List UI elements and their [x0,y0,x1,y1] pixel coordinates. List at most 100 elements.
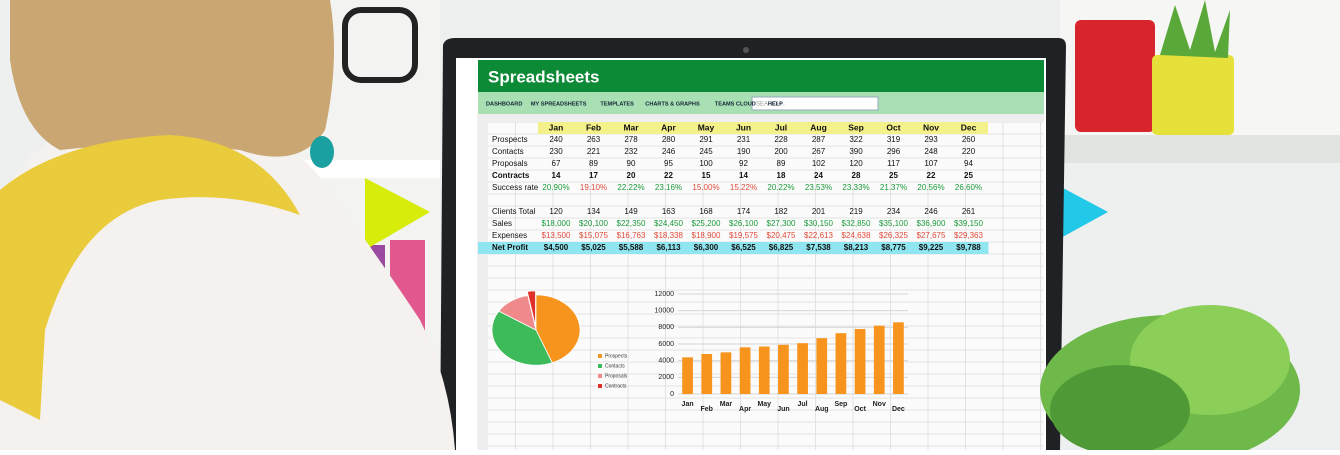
cell: 20.22% [767,183,794,192]
cell: 117 [887,159,900,168]
column-header: Mar [623,122,639,132]
cell: 246 [662,147,676,156]
cell: 15 [702,171,711,180]
cell: 120 [549,207,563,216]
person-scarf [0,135,300,420]
cell: 219 [849,207,863,216]
cell: $8,213 [844,243,869,252]
sheet [478,114,1044,450]
legend-label: Contacts [605,363,625,369]
nav-item[interactable]: CHARTS & GRAPHS [645,101,700,107]
cell: $6,525 [731,243,756,252]
cell: 22.22% [617,183,644,192]
cell: $5,025 [581,243,606,252]
bar [835,333,847,394]
cell: 232 [624,147,638,156]
row-number-bar [478,122,488,450]
legend-swatch [598,364,602,368]
cell: 245 [699,147,713,156]
cell: $8,775 [881,243,906,252]
cell: 67 [552,159,561,168]
cell: 280 [662,135,676,144]
nav-item[interactable]: DASHBOARD [486,101,522,107]
cell: $30,150 [804,219,833,228]
cell: 14 [552,171,561,180]
cell: $15,075 [579,231,608,240]
cell: $22,613 [804,231,833,240]
nav-item[interactable]: MY SPREADSHEETS [531,101,587,107]
cell: 263 [587,135,601,144]
cell: $7,538 [806,243,831,252]
pie-slice [491,310,553,366]
column-header-bar [478,114,1044,122]
cell: 26.60% [955,183,982,192]
cell: 19.10% [580,183,607,192]
cell: 248 [924,147,938,156]
cell: $5,588 [619,243,644,252]
column-header: Jul [775,122,787,132]
bar [854,329,866,394]
x-tick-label: Aug [815,406,829,413]
x-tick-label: Jul [798,401,808,408]
cell: 220 [962,147,976,156]
bar [758,346,770,394]
legend-label: Contracts [605,383,627,389]
bar [701,354,713,394]
cell: $18,000 [542,219,571,228]
glasses [342,7,418,83]
cell: $32,850 [842,219,871,228]
nav-item[interactable]: HELP [768,101,783,107]
cell: $18,338 [654,231,683,240]
cell: 260 [962,135,976,144]
cell: 200 [774,147,788,156]
cell: 120 [849,159,863,168]
legend-swatch [598,384,602,388]
row-label: Contacts [492,147,524,156]
nav-item[interactable]: TEAMS CLOUD [715,101,756,107]
x-tick-label: Dec [892,406,905,413]
yellow-pot [1152,55,1234,135]
cell: 94 [964,159,973,168]
x-tick-label: Nov [873,401,886,408]
cell: 134 [587,207,601,216]
screen-content: Spreadsheets SEARCH... DASHBOARD MY SPREA… [477,60,1044,450]
plant-top [1160,0,1230,58]
earring [310,136,334,168]
legend-label: Prospects [605,353,628,359]
cell: 90 [627,159,636,168]
plant-right [1040,305,1300,455]
cell: 89 [777,159,786,168]
row-label: Proposals [492,159,528,168]
cell: $24,638 [842,231,871,240]
search-placeholder[interactable]: SEARCH... [756,102,786,108]
cell: 15.22% [730,183,757,192]
search-box[interactable] [751,96,879,111]
column-header: Oct [886,122,900,132]
cell: 228 [774,135,788,144]
column-header: Sep [848,122,864,132]
bar [720,352,732,394]
cell: 20 [627,171,636,180]
cell: 190 [737,147,751,156]
app-title: Spreadsheets [488,67,600,86]
cell: 25 [889,171,898,180]
row-label: Net Profit [492,243,528,252]
cell: 149 [624,207,638,216]
shelf-board [300,160,440,178]
cell: 20.56% [917,183,944,192]
x-tick-label: Apr [739,406,751,413]
cell: 23.53% [805,183,832,192]
cell: $27,300 [767,219,796,228]
cell: 319 [887,135,901,144]
bar [893,322,904,394]
shelf [1050,135,1340,163]
nav-item[interactable]: TEMPLATES [600,101,634,107]
cell: 24 [814,171,823,180]
cell: $22,350 [617,219,646,228]
cell: 21.37% [880,183,907,192]
app-header [478,60,1044,92]
cell: 25 [964,171,973,180]
cell: 174 [737,207,751,216]
